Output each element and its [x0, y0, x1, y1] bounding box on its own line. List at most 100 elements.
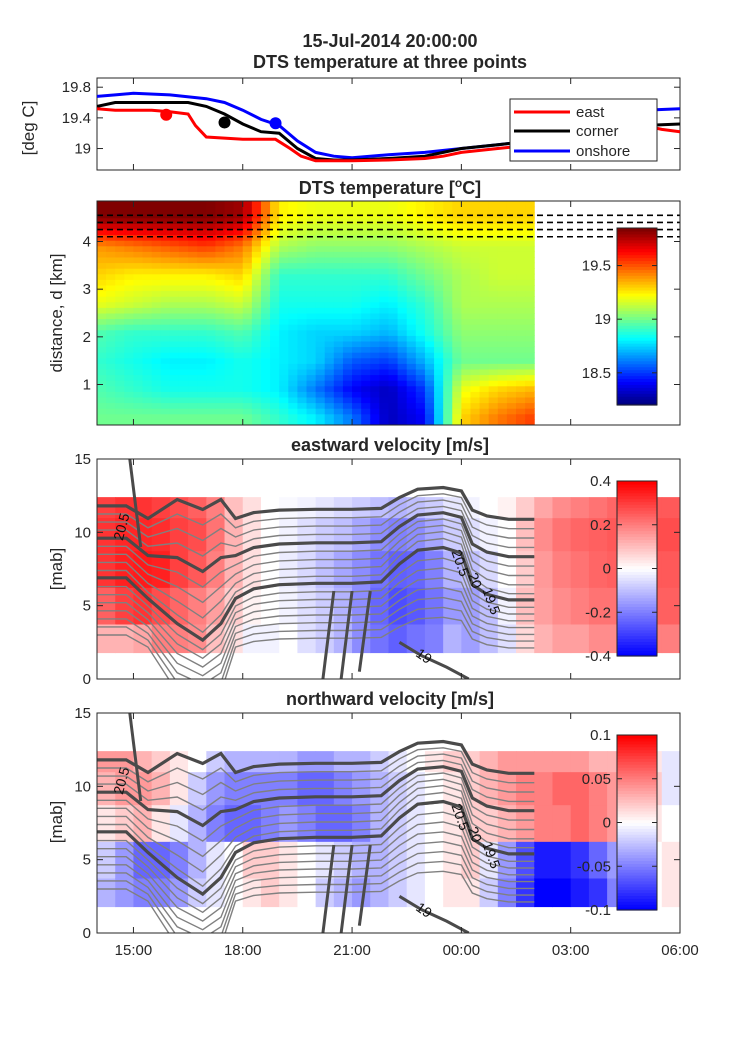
dts-heatmap-cell	[260, 234, 271, 241]
dts-heatmap-cell	[379, 251, 389, 258]
dts-heatmap-cell	[115, 374, 125, 381]
dts-heatmap-cell	[251, 234, 262, 241]
dts-heatmap-cell	[406, 374, 417, 381]
dts-heatmap-cell	[434, 273, 444, 280]
dts-heatmap-cell	[479, 352, 490, 359]
dts-heatmap-cell	[206, 363, 216, 370]
velocity-cell	[497, 550, 517, 588]
dts-heatmap-cell	[361, 273, 371, 280]
dts-heatmap-cell	[415, 217, 426, 224]
dts-heatmap-cell	[242, 397, 253, 404]
dts-heatmap-cell	[142, 369, 153, 376]
dts-colorbar-frame	[616, 227, 658, 406]
velocity-cell	[333, 751, 353, 773]
dts-heatmap-cell	[315, 385, 326, 392]
dts-heatmap-cell	[288, 240, 298, 247]
dts-heatmap-cell	[352, 397, 362, 404]
dts-heatmap-cell	[488, 245, 499, 252]
dts-heatmap-cell	[479, 363, 490, 370]
dts-heatmap-cell	[488, 285, 499, 292]
dts-heatmap-cell	[342, 341, 353, 348]
dts-heatmap-cell	[461, 223, 471, 230]
dts-heatmap-cell	[333, 223, 344, 230]
dts-heatmap-cell	[461, 385, 471, 392]
dts-heatmap-cell	[516, 363, 526, 370]
dts-heatmap-cell	[370, 217, 380, 224]
dts-heatmap-cell	[233, 391, 244, 398]
dts-heatmap-cell	[178, 363, 189, 370]
dts-heatmap-cell	[388, 374, 399, 381]
velocity-cell	[534, 517, 553, 552]
dts-heatmap-cell	[133, 324, 144, 331]
dts-heatmap-cell	[324, 413, 335, 420]
dts-heatmap-cell	[506, 335, 517, 342]
dts-heatmap-cell	[470, 374, 481, 381]
dts-heatmap-cell	[260, 357, 271, 364]
dts-heatmap-cell	[461, 363, 471, 370]
dts-heatmap-cell	[279, 408, 289, 415]
dts-heatmap-cell	[251, 212, 262, 219]
velocity2-colorbar-swatch	[617, 641, 657, 645]
dts-heatmap-cell	[315, 301, 326, 308]
velocity-cell	[188, 517, 207, 552]
dts-heatmap-cell	[215, 290, 226, 297]
dts-heatmap-cell	[379, 301, 389, 308]
dts-heatmap-cell	[97, 380, 107, 387]
dts-heatmap-cell	[406, 206, 417, 213]
dts-heatmap-cell	[506, 307, 517, 314]
dts-heatmap-cell	[260, 397, 271, 404]
dts-heatmap-cell	[342, 285, 353, 292]
dts-heatmap-cell	[506, 262, 517, 269]
velocity3-colorbar-swatch	[617, 904, 657, 908]
dts-heatmap-cell	[160, 402, 171, 409]
dts-heatmap-cell	[397, 402, 408, 409]
dts-heatmap-cell	[424, 318, 435, 325]
dts-heatmap-cell	[370, 369, 380, 376]
dts-heatmap-cell	[333, 268, 344, 275]
dts-heatmap-cell	[397, 307, 408, 314]
dts-heatmap-cell	[315, 408, 326, 415]
dts-heatmap-cell	[506, 217, 517, 224]
dts-heatmap-cell	[133, 313, 144, 320]
dts-heatmap-cell	[406, 313, 417, 320]
velocity-cell	[97, 751, 116, 773]
dts-heatmap-cell	[361, 374, 371, 381]
dts-heatmap-cell	[297, 301, 308, 308]
dts-heatmap-cell	[270, 290, 280, 297]
dts-heatmap-cell	[106, 363, 116, 370]
dts-heatmap-cell	[461, 408, 471, 415]
dts-heatmap-cell	[443, 268, 453, 275]
dts-heatmap-cell	[224, 262, 235, 269]
dts-heatmap-cell	[160, 408, 171, 415]
velocity-cell	[224, 550, 244, 588]
dts-heatmap-cell	[233, 301, 244, 308]
dts-heatmap-cell	[424, 279, 435, 286]
dts-heatmap-cell	[315, 391, 326, 398]
dts-heatmap-cell	[151, 397, 162, 404]
dts-heatmap-cell	[260, 229, 271, 236]
dts-heatmap-cell	[288, 397, 298, 404]
dts-heatmap-cell	[443, 374, 453, 381]
dts-heatmap-cell	[279, 357, 289, 364]
dts-heatmap-cell	[106, 201, 116, 208]
dts-heatmap-cell	[169, 245, 180, 252]
dts-heatmap-cell	[333, 380, 344, 387]
dts-heatmap-cell	[415, 408, 426, 415]
dts-heatmap-cell	[370, 357, 380, 364]
dts-heatmap-cell	[315, 245, 326, 252]
dts-heatmap-cell	[115, 413, 125, 420]
dts-heatmap-cell	[178, 413, 189, 420]
dts-heatmap-cell	[479, 251, 490, 258]
velocity-cell	[661, 624, 681, 654]
dts-heatmap-cell	[106, 346, 116, 353]
dts-heatmap-cell	[178, 234, 189, 241]
dts-heatmap-cell	[188, 346, 198, 353]
isotherm-line	[97, 518, 535, 588]
dts-heatmap-cell	[479, 397, 490, 404]
dts-heatmap-cell	[106, 402, 116, 409]
dts-heatmap-cell	[379, 234, 389, 241]
dts-heatmap-cell	[233, 285, 244, 292]
dts-heatmap-cell	[178, 212, 189, 219]
dts-heatmap-cell	[424, 234, 435, 241]
dts-heatmap-cell	[506, 285, 517, 292]
